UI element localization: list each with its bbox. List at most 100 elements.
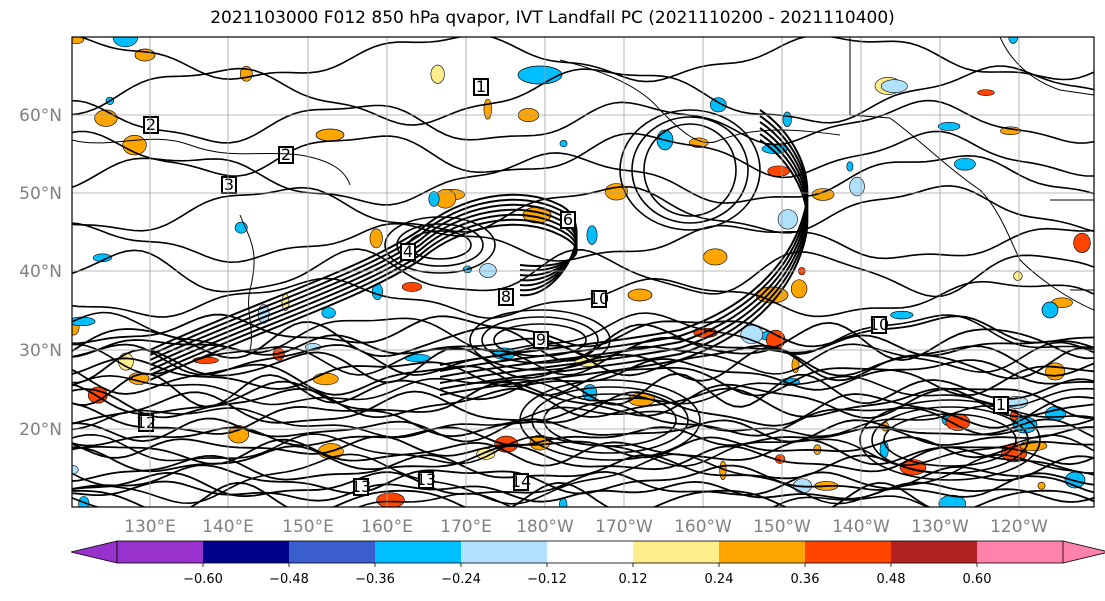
lat-tick-label: 20°N xyxy=(19,420,62,440)
contour-label-bg xyxy=(533,331,549,349)
shading-patch xyxy=(517,65,563,85)
colorbar-segment xyxy=(117,541,204,563)
colorbar-segment xyxy=(461,541,548,563)
shading-patch xyxy=(118,352,134,371)
contour-line xyxy=(72,184,1094,234)
shading-patch xyxy=(376,492,405,507)
contour-line xyxy=(72,130,1094,179)
lon-tick-label: 130°W xyxy=(911,517,969,537)
map-title: 2021103000 F012 850 hPa qvapor, IVT Land… xyxy=(210,8,895,28)
contour-label-bg xyxy=(353,478,369,496)
contour-label-bg xyxy=(400,243,416,261)
shading-patch xyxy=(312,372,339,386)
colorbar-tick-label: −0.12 xyxy=(527,572,567,587)
lon-tick-label: 160°E xyxy=(361,517,413,537)
contour-label: 9 xyxy=(536,330,546,349)
contour-line xyxy=(643,123,737,217)
shading-patch xyxy=(321,307,336,319)
shading-patch xyxy=(479,263,497,278)
shading-patch xyxy=(790,279,808,299)
shading-patch xyxy=(428,191,440,207)
colorbar-tick-label: 0.12 xyxy=(619,572,648,587)
lon-tick-label: 160°W xyxy=(674,517,732,537)
contour-label-bg xyxy=(498,288,514,306)
contour-label: 2 xyxy=(146,115,156,134)
shading-patch xyxy=(559,139,568,148)
contour-label-bg xyxy=(871,316,887,334)
contour-line xyxy=(619,109,761,231)
shading-patch xyxy=(782,111,792,128)
shading-patch xyxy=(94,109,118,127)
shading-patch xyxy=(811,188,835,201)
shading-patch xyxy=(92,253,112,263)
contour-line xyxy=(149,193,578,351)
colorbar-segment xyxy=(891,541,978,563)
shading-patch xyxy=(559,497,568,507)
contour-line xyxy=(519,379,701,461)
contour-label: 13 xyxy=(416,470,436,489)
contour-label: 4 xyxy=(403,242,413,261)
lon-tick-label: 150°W xyxy=(753,517,811,537)
shading-patch xyxy=(938,494,967,507)
lon-tick-label: 120°W xyxy=(990,517,1048,537)
contour-label: 3 xyxy=(224,175,234,194)
contour-line xyxy=(72,277,1094,319)
shading-patch xyxy=(880,79,908,93)
contour-line xyxy=(72,453,1094,505)
contour-line xyxy=(72,152,1094,206)
colorbar-tick-label: 0.60 xyxy=(963,572,992,587)
contour-line xyxy=(384,216,496,274)
contour-label-bg xyxy=(560,211,576,229)
colorbar-outline xyxy=(116,540,1064,564)
contour-line xyxy=(72,417,1094,443)
contour-line xyxy=(72,374,1094,407)
colorbar-segment xyxy=(719,541,806,563)
lon-tick-label: 130°E xyxy=(124,517,176,537)
contour-line xyxy=(72,363,1094,397)
contour-label: 6 xyxy=(563,210,573,229)
colorbar-tick-label: −0.60 xyxy=(183,572,223,587)
contour-label: 1 xyxy=(996,395,1006,414)
contour-line xyxy=(859,399,1041,481)
contour-label-bg xyxy=(473,78,489,96)
contour-label: 2 xyxy=(281,145,291,164)
contour-label-bg xyxy=(418,471,434,489)
contour-label: 13 xyxy=(351,477,371,496)
contour-line xyxy=(72,480,1094,503)
contour-line xyxy=(481,316,599,364)
contour-label: 8 xyxy=(501,287,511,306)
contour-label-bg xyxy=(143,116,159,134)
lat-tick-label: 60°N xyxy=(19,106,62,126)
contour-line xyxy=(72,380,1094,419)
shading-patch xyxy=(846,161,854,172)
shading-patch xyxy=(369,228,383,249)
colorbar-tick-label: 0.48 xyxy=(877,572,906,587)
shading-patch xyxy=(937,122,961,131)
contour-label-bg xyxy=(278,146,294,164)
contour-line xyxy=(531,386,689,454)
shading-patch xyxy=(777,209,798,230)
shading-patch xyxy=(72,37,85,44)
lon-tick-label: 170°E xyxy=(440,517,492,537)
colorbar-segment xyxy=(375,541,462,563)
colorbar-segment xyxy=(977,541,1064,563)
contour-line xyxy=(72,435,1094,459)
lon-tick-label: 140°E xyxy=(202,517,254,537)
shading-patch xyxy=(1045,362,1066,381)
contour-label-bg xyxy=(591,290,607,308)
contour-label-bg xyxy=(138,414,154,432)
colorbar-segment xyxy=(805,541,892,563)
contour-line xyxy=(72,222,1094,264)
contour-line xyxy=(72,438,1094,467)
contour-label: 10 xyxy=(589,289,609,308)
shading-patch xyxy=(890,310,914,320)
lon-tick-label: 180°W xyxy=(516,517,574,537)
shading-patch xyxy=(1013,271,1023,281)
colorbar-segment xyxy=(633,541,720,563)
colorbar-tick-label: −0.24 xyxy=(441,572,481,587)
colorbar-segment xyxy=(547,541,634,563)
contour-line xyxy=(396,223,484,267)
shading-patch xyxy=(483,98,492,120)
lat-tick-label: 50°N xyxy=(19,184,62,204)
colorbar-extend-low xyxy=(70,540,118,564)
